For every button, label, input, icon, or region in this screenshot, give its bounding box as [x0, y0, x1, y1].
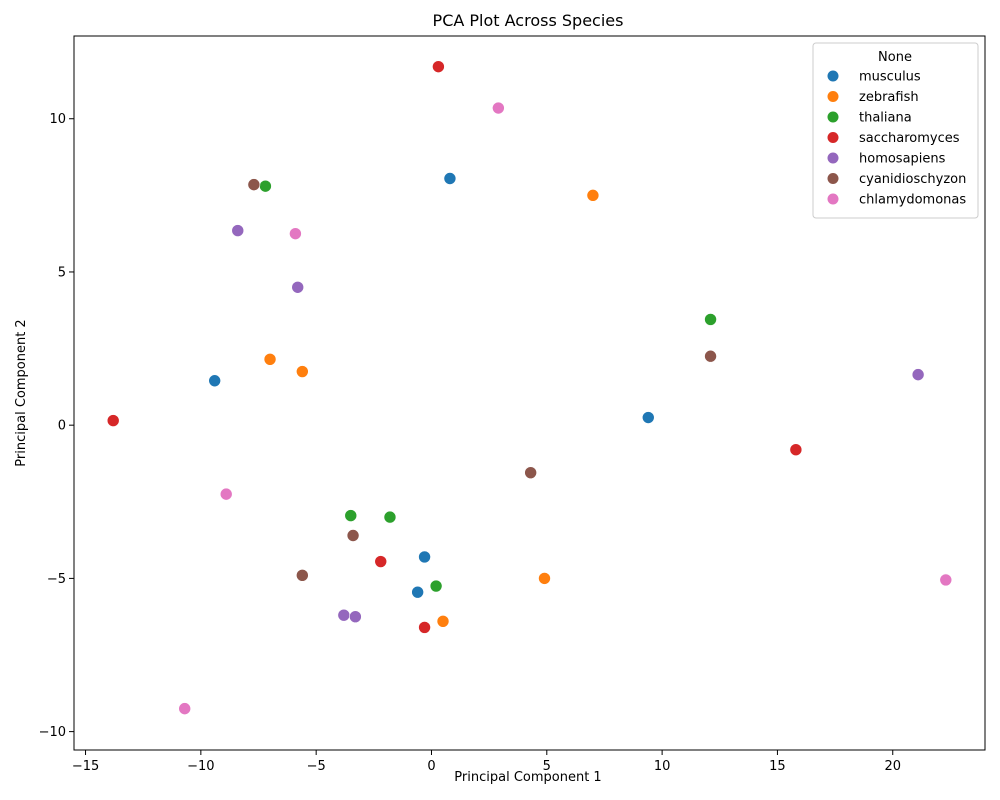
y-axis: −10 −5 0 5 10 [39, 112, 74, 740]
legend-label-chlamydomonas: chlamydomonas [859, 193, 966, 208]
data-point-musculus [208, 374, 221, 388]
data-point-thaliana [704, 313, 717, 326]
y-tick-label: 10 [49, 112, 66, 127]
legend-marker-thaliana [827, 111, 839, 123]
x-axis: −15 −10 −5 0 5 10 15 20 [72, 750, 901, 774]
data-point-cyanidioschyzon [247, 178, 261, 191]
x-tick-label: 10 [654, 759, 671, 774]
y-tick-label: −5 [47, 572, 66, 587]
legend-label-thaliana: thaliana [859, 111, 912, 126]
legend-title: None [878, 50, 912, 65]
data-point-musculus [418, 550, 431, 564]
data-point-homosapiens [231, 224, 245, 237]
data-point-saccharomyces [374, 555, 388, 568]
data-point-thaliana [259, 179, 272, 193]
legend-label-homosapiens: homosapiens [859, 152, 946, 167]
legend-marker-chlamydomonas [827, 193, 839, 205]
legend-marker-cyanidioschyzon [827, 173, 839, 184]
y-tick-label: −10 [39, 725, 66, 740]
data-point-cyanidioschyzon [296, 569, 309, 582]
data-point-musculus [443, 172, 457, 185]
data-point-zebrafish [436, 614, 450, 628]
data-point-cyanidioschyzon [524, 466, 537, 479]
data-point-musculus [641, 411, 655, 424]
x-tick-label: 5 [543, 759, 551, 774]
data-point-zebrafish [538, 572, 551, 585]
data-point-thaliana [429, 579, 443, 593]
data-point-chlamydomonas [219, 487, 233, 501]
data-point-homosapiens [337, 608, 351, 622]
data-point-zebrafish [296, 365, 309, 378]
x-tick-label: −5 [307, 759, 326, 774]
x-tick-label: 0 [427, 759, 435, 774]
y-axis-label: Principal Component 2 [14, 319, 29, 466]
data-point-homosapiens [349, 610, 362, 623]
legend-box [812, 42, 979, 219]
legend-label-zebrafish: zebrafish [859, 90, 919, 105]
x-tick-label: 15 [769, 759, 786, 774]
data-point-saccharomyces [789, 443, 803, 456]
legend-label-musculus: musculus [859, 70, 921, 85]
chart-title: PCA Plot Across Species [433, 11, 624, 30]
data-point-chlamydomonas [939, 573, 953, 587]
data-point-zebrafish [263, 352, 277, 366]
data-point-cyanidioschyzon [346, 529, 360, 542]
data-point-chlamydomonas [289, 227, 302, 240]
data-point-saccharomyces [418, 621, 431, 634]
legend: None musculus zebrafish thaliana saccharomy… [812, 42, 979, 219]
legend-label-cyanidioschyzon: cyanidioschyzon [859, 172, 966, 187]
data-point-saccharomyces [106, 414, 120, 427]
x-tick-label: −15 [72, 759, 99, 774]
x-tick-label: 20 [884, 759, 901, 774]
data-point-musculus [411, 585, 424, 599]
data-point-chlamydomonas [492, 101, 505, 115]
x-tick-label: −10 [187, 759, 214, 774]
data-point-cyanidioschyzon [704, 349, 717, 363]
data-point-homosapiens [911, 368, 925, 381]
data-point-thaliana [383, 510, 397, 524]
data-point-chlamydomonas [178, 702, 192, 715]
legend-marker-zebrafish [827, 91, 839, 102]
legend-marker-saccharomyces [827, 132, 839, 143]
y-tick-label: 5 [58, 265, 66, 280]
data-point-thaliana [344, 509, 358, 522]
legend-label-saccharomyces: saccharomyces [859, 131, 960, 146]
data-point-saccharomyces [432, 60, 445, 73]
legend-marker-musculus [827, 70, 839, 82]
legend-marker-homosapiens [827, 152, 839, 164]
scatter-points [106, 60, 953, 715]
x-axis-label: Principal Component 1 [454, 770, 601, 785]
data-point-homosapiens [291, 280, 305, 294]
data-point-zebrafish [586, 189, 600, 202]
y-tick-label: 0 [58, 419, 66, 434]
